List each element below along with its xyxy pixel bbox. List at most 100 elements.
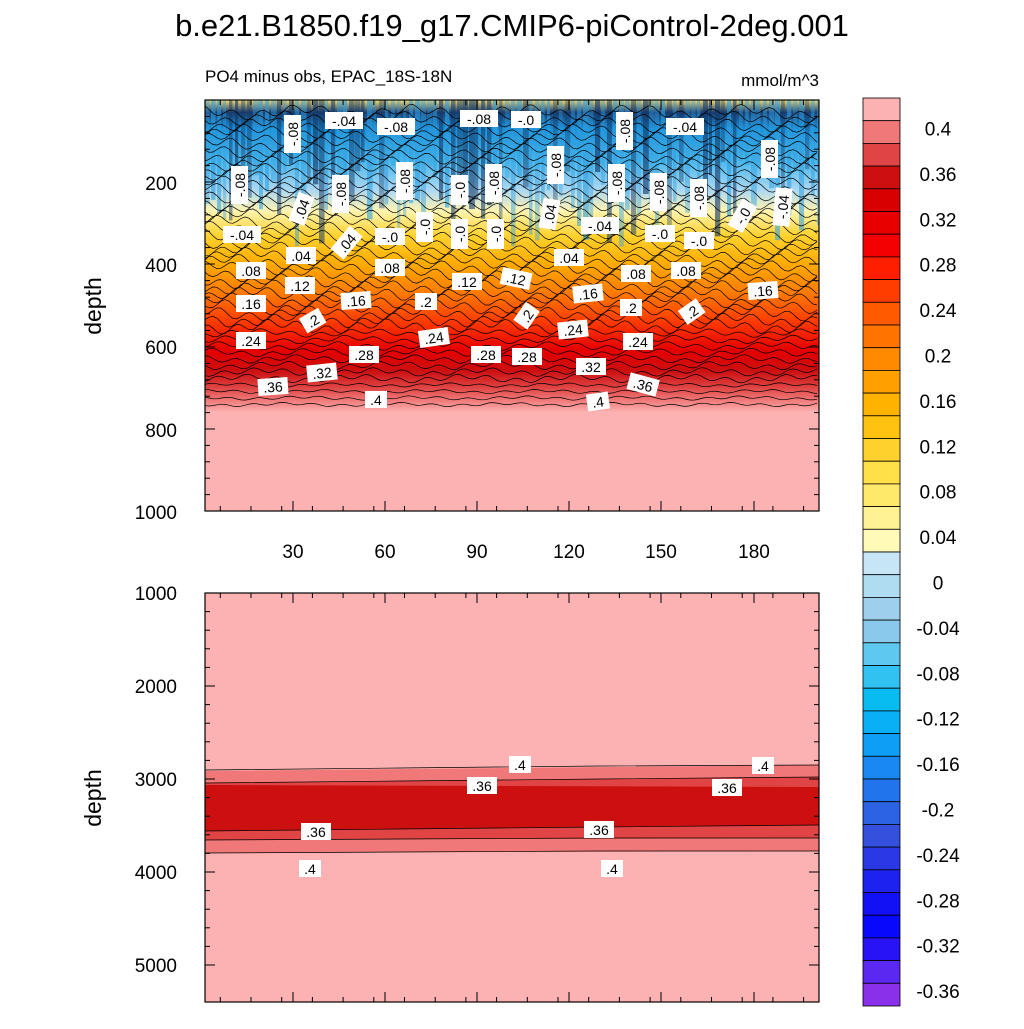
contour-label: -.08 (690, 179, 707, 217)
surface-stripe (343, 100, 348, 213)
contour-label-box (451, 175, 468, 205)
lower-ytick-2000: 2000 (135, 677, 177, 698)
contour-label-text: -.0 (417, 219, 433, 236)
contour-label-text: .4 (514, 757, 526, 773)
colorbar-box (862, 597, 901, 621)
contour-label-text: -.0 (732, 205, 754, 227)
contour-label-box (349, 346, 379, 363)
surface-stripe (565, 100, 571, 172)
surface-stripe (205, 100, 210, 205)
colorbar-box (862, 710, 901, 735)
contour-line (205, 149, 818, 166)
contour-label: .36 (301, 823, 331, 840)
surface-stripe (745, 100, 749, 166)
colorbar-box (862, 211, 901, 235)
colorbar-box (862, 528, 901, 553)
colorbar-box (862, 188, 901, 212)
contour-label-box (671, 262, 701, 279)
surface-stripe (799, 100, 805, 231)
colorbar-label: -0.12 (916, 710, 959, 731)
upper-ytick-1000: 1000 (135, 503, 177, 524)
colorbar-label: -0.16 (916, 755, 959, 776)
contour-label: -.0 (645, 225, 675, 242)
colorbar-label: 0.24 (920, 301, 957, 322)
contour-label: .36 (626, 372, 660, 397)
contour-line (205, 227, 818, 244)
lower-y-axis-label: depth (80, 769, 106, 827)
contour-label-text: .04 (291, 197, 313, 221)
contour-label: .4 (585, 391, 611, 412)
contour-label-text: -.0 (652, 226, 669, 242)
contour-label-text: -.08 (384, 119, 408, 135)
contour-label-text: -.0 (452, 226, 468, 243)
contour-label: .16 (572, 283, 604, 304)
surface-stripe (271, 100, 277, 182)
contour-label-text: .12 (457, 274, 477, 290)
surface-stripe (361, 100, 365, 163)
colorbar-label: 0.16 (920, 392, 957, 413)
colorbar-box (862, 869, 901, 893)
upper-ytick-800: 800 (145, 421, 177, 442)
contour-label: -.0 (684, 232, 714, 249)
surface-stripe (277, 100, 282, 215)
contour-label: .32 (306, 362, 338, 383)
surface-stripe (793, 100, 798, 170)
xtick-150: 150 (645, 542, 677, 563)
colorbar-box (862, 755, 901, 780)
colorbar-box (862, 892, 901, 916)
colorbar-label: 0.12 (920, 437, 957, 458)
surface-stripe (739, 100, 743, 162)
surface-stripe (433, 100, 437, 177)
surface-stripe (241, 100, 246, 171)
contour-label-box (236, 295, 266, 312)
contour-label-box (499, 267, 533, 290)
contour-label: -.0 (487, 219, 504, 249)
contour-label-box (677, 298, 706, 325)
upper-frame (204, 99, 820, 512)
contour-label-box (415, 293, 437, 310)
surface-stripe (367, 100, 373, 220)
contour-label-text: -.08 (333, 182, 349, 206)
surface-stripe (481, 100, 486, 219)
contour-label-box (306, 362, 338, 383)
contour-label-box (452, 273, 482, 290)
contour-label-box (286, 247, 316, 264)
lower-panel: 1000 2000 3000 4000 5000 depth .4 .36 .4 .3… (80, 584, 820, 1003)
contour-label: -.04 (581, 217, 619, 234)
surface-stripe (379, 100, 385, 209)
surface-stripe (673, 100, 677, 202)
surface-stripe (295, 100, 299, 246)
contour-label: .2 (620, 299, 642, 316)
surface-stripe (613, 100, 618, 185)
lower-ytick-1000: 1000 (135, 584, 177, 605)
contour-label-box (616, 112, 633, 150)
surface-stripe (601, 100, 606, 185)
contour-label-text: .28 (476, 347, 496, 363)
xtick-60: 60 (374, 542, 395, 563)
contour-label-text: .28 (354, 347, 374, 363)
contour-line (205, 162, 818, 179)
surface-stripe (727, 100, 732, 217)
colorbar-label: 0.04 (920, 528, 957, 549)
lower-ytick-3000: 3000 (135, 770, 177, 791)
surface-stripe (445, 100, 450, 208)
upper-ytick-200: 200 (145, 174, 177, 195)
upper-ytick-400: 400 (145, 256, 177, 277)
contour-label-text: -.08 (651, 180, 667, 204)
colorbar-label: -0.2 (922, 800, 955, 821)
contour-label: .2 (415, 293, 437, 310)
colorbar-box (862, 347, 901, 371)
contour-label: .16 (747, 280, 779, 301)
surface-stripe (403, 100, 407, 217)
colorbar-label: -0.04 (916, 619, 960, 640)
surface-stripe (763, 100, 767, 171)
contour-label-box (257, 376, 289, 397)
surface-stripe (661, 100, 666, 165)
contour-label-text: .08 (241, 263, 261, 279)
contour-label-text: -.04 (230, 227, 254, 243)
contour-label-text: -.08 (285, 122, 301, 146)
colorbar-label: -0.08 (916, 664, 959, 685)
contour-label-box (325, 112, 363, 129)
surface-stripe (751, 100, 757, 208)
contour-label: .36 (257, 376, 289, 397)
